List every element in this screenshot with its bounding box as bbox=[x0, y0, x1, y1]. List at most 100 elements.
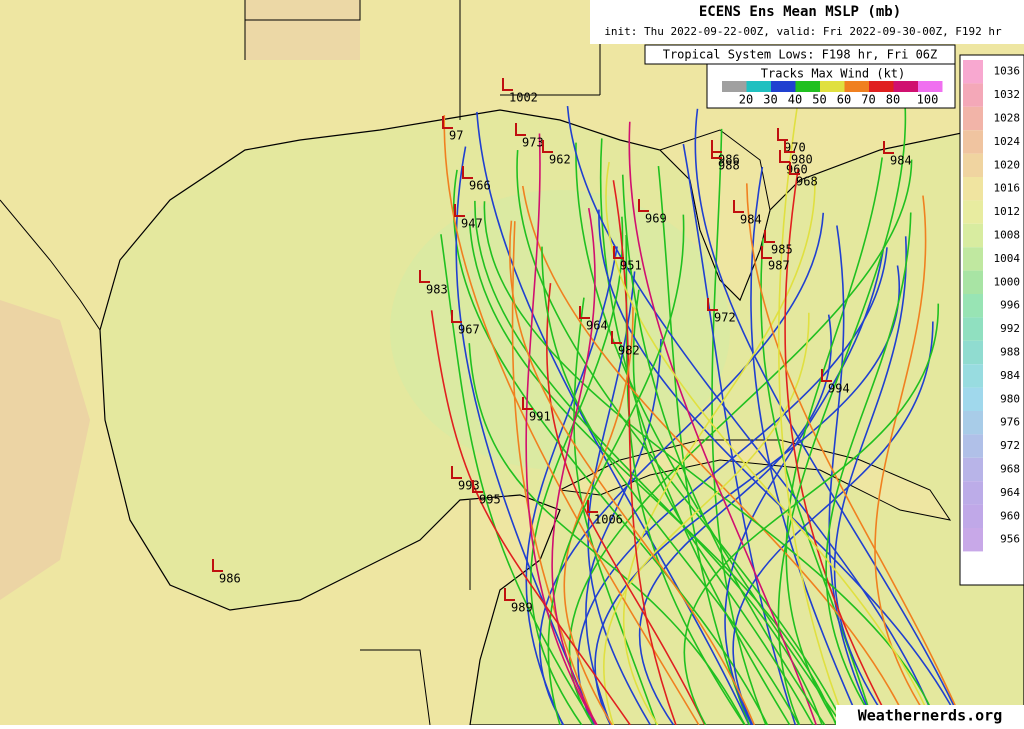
low-pressure: 973 bbox=[522, 136, 544, 150]
storm-track bbox=[694, 108, 964, 726]
subtitle: init: Thu 2022-09-22-00Z, valid: Fri 202… bbox=[604, 25, 1002, 38]
pressure-label: 1032 bbox=[994, 88, 1021, 101]
wind-legend-title: Tracks Max Wind (kt) bbox=[761, 67, 906, 81]
pressure-swatch bbox=[963, 153, 983, 177]
wind-label: 70 bbox=[861, 93, 875, 107]
low-marker bbox=[472, 480, 483, 493]
pressure-label: 1012 bbox=[994, 205, 1021, 218]
storm-track bbox=[785, 157, 883, 726]
pressure-swatch bbox=[963, 83, 983, 107]
pressure-swatch bbox=[963, 270, 983, 294]
low-pressure: 991 bbox=[529, 410, 551, 424]
low-pressure: 969 bbox=[645, 212, 667, 226]
wind-label: 100 bbox=[917, 93, 939, 107]
low-pressure: 988 bbox=[718, 159, 740, 173]
low-pressure: 995 bbox=[479, 493, 501, 507]
pressure-label: 984 bbox=[1000, 369, 1020, 382]
wind-swatch bbox=[820, 81, 845, 92]
storm-track bbox=[784, 168, 893, 726]
storm-track bbox=[874, 195, 934, 726]
storm-track bbox=[825, 212, 912, 726]
wind-swatch bbox=[771, 81, 796, 92]
low-marker bbox=[522, 397, 533, 410]
wind-legend: 20 30 40 50 60 70 80 100 bbox=[722, 81, 943, 107]
pressure-label: 1024 bbox=[994, 135, 1021, 148]
low-marker bbox=[611, 331, 622, 344]
low-pressure: 962 bbox=[549, 153, 571, 167]
low-marker bbox=[451, 466, 462, 479]
storm-track bbox=[573, 297, 658, 726]
low-pressure: 986 bbox=[219, 572, 241, 586]
low-pressure: 980 bbox=[791, 153, 813, 167]
pressure-swatch bbox=[963, 340, 983, 365]
low-pressure: 1006 bbox=[594, 513, 623, 527]
wind-swatch bbox=[746, 81, 771, 92]
storm-track bbox=[509, 220, 756, 726]
wind-swatch bbox=[918, 81, 943, 92]
watermark: Weathernerds.org bbox=[858, 707, 1003, 725]
storm-track bbox=[622, 176, 816, 726]
tracks bbox=[430, 103, 965, 726]
storm-track bbox=[443, 115, 700, 726]
storm-track bbox=[612, 180, 677, 726]
storm-track bbox=[657, 165, 751, 726]
pressure-label: 1020 bbox=[994, 158, 1021, 171]
low-pressure: 994 bbox=[828, 382, 850, 396]
wind-swatch bbox=[893, 81, 918, 92]
storm-track bbox=[541, 246, 800, 726]
lows: 1002 97 973 962 966 947 983 967 969 951 964 982 991 9… bbox=[212, 78, 912, 615]
low-marker bbox=[638, 199, 649, 212]
wind-label: 60 bbox=[837, 93, 851, 107]
header-box bbox=[590, 0, 1024, 44]
pressure-swatch bbox=[963, 387, 983, 411]
pressure-label: 1016 bbox=[994, 182, 1021, 195]
pressure-label: 980 bbox=[1000, 392, 1020, 405]
low-pressure: 972 bbox=[714, 311, 736, 325]
title: ECENS Ens Mean MSLP (mb) bbox=[699, 4, 901, 20]
wind-swatch bbox=[795, 81, 820, 92]
pressure-swatch bbox=[963, 411, 983, 435]
pressure-swatch bbox=[963, 247, 983, 271]
storm-track bbox=[476, 111, 750, 726]
pressure-swatch bbox=[963, 177, 983, 201]
low-pressure: 986 bbox=[718, 153, 740, 167]
low-marker bbox=[454, 204, 465, 217]
wind-swatch bbox=[869, 81, 894, 92]
storm-track bbox=[833, 236, 907, 726]
storm-track bbox=[551, 207, 598, 726]
storm-track bbox=[598, 209, 962, 726]
pressure-swatch bbox=[963, 528, 983, 552]
pressure-label: 964 bbox=[1000, 486, 1020, 499]
country-border bbox=[0, 199, 471, 726]
low-pressure: 985 bbox=[771, 243, 793, 257]
low-pressure: 983 bbox=[426, 283, 448, 297]
pressure-swatch bbox=[963, 481, 983, 505]
terrain bbox=[0, 300, 90, 600]
storm-track bbox=[474, 200, 823, 726]
storm-track bbox=[521, 185, 910, 726]
low-marker bbox=[419, 270, 430, 283]
wind-label: 50 bbox=[812, 93, 826, 107]
low-marker bbox=[542, 140, 553, 153]
pressure-label: 972 bbox=[1000, 439, 1020, 452]
pressure-swatch bbox=[963, 504, 983, 528]
terrain bbox=[245, 0, 360, 60]
pressure-swatch bbox=[963, 317, 983, 341]
low-marker bbox=[821, 369, 832, 382]
storm-track bbox=[603, 312, 810, 726]
pressure-label: 960 bbox=[1000, 509, 1020, 522]
pressure-label: 1000 bbox=[994, 275, 1021, 288]
low-pressure: 982 bbox=[618, 344, 640, 358]
pressure-swatch bbox=[963, 200, 983, 224]
lows-title: Tropical System Lows: F198 hr, Fri 06Z bbox=[663, 48, 938, 62]
low-marker bbox=[883, 141, 894, 154]
pressure-label: 1036 bbox=[994, 65, 1021, 78]
pressure-label: 1008 bbox=[994, 229, 1021, 242]
low-marker bbox=[789, 162, 800, 175]
storm-track bbox=[777, 104, 907, 726]
low-marker bbox=[515, 123, 526, 136]
wind-label: 30 bbox=[763, 93, 777, 107]
wind-swatch bbox=[722, 81, 747, 92]
low-marker bbox=[779, 150, 790, 163]
